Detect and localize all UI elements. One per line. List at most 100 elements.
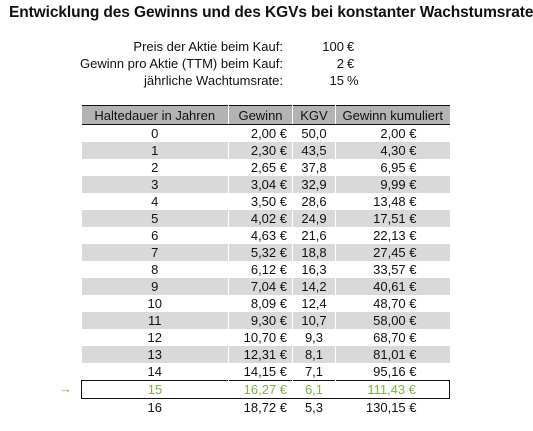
header-profit: Gewinn	[228, 105, 293, 125]
cell-holding-years: 12	[81, 329, 229, 346]
cell-holding-years: 2	[81, 159, 229, 176]
cell-profit: 5,32 €	[228, 244, 293, 261]
cell-cumulative-profit: 13,48 €	[335, 193, 450, 210]
cell-profit: 7,04 €	[228, 278, 293, 295]
cell-pe-ratio: 43,5	[292, 142, 336, 159]
cell-profit: 4,02 €	[228, 210, 293, 227]
cell-cumulative-profit: 17,51 €	[335, 210, 450, 227]
cell-pe-ratio: 8,1	[292, 346, 336, 363]
table-row: 11 9,30 €10,7 58,00 €	[81, 312, 450, 329]
header-pe-ratio: KGV	[292, 105, 336, 125]
cell-profit: 8,09 €	[228, 295, 293, 312]
cell-profit: 10,70 €	[228, 329, 293, 346]
cell-profit: 2,65 €	[228, 159, 293, 176]
cell-pe-ratio: 14,2	[292, 278, 336, 295]
cell-profit: 18,72 €	[228, 398, 293, 416]
param-value-eps: 2	[336, 56, 344, 71]
table-row: 13 12,31 €8,1 81,01 €	[81, 346, 450, 363]
cell-holding-years: 7	[81, 244, 229, 261]
cell-holding-years: 13	[81, 346, 229, 363]
table-row: 14 14,15 €7,1 95,16 €	[81, 363, 450, 381]
param-unit-price: €	[347, 39, 355, 54]
cell-pe-ratio: 5,3	[292, 398, 336, 416]
param-label-price: Preis der Aktie beim Kauf:	[133, 39, 283, 54]
cell-pe-ratio: 12,4	[292, 295, 336, 312]
earnings-table: Haltedauer in Jahren Gewinn KGV Gewinn k…	[81, 105, 450, 416]
cell-pe-ratio: 24,9	[292, 210, 336, 227]
cell-pe-ratio: 7,1	[292, 363, 336, 381]
cell-holding-years: 14	[81, 363, 229, 381]
cell-profit: 2,00 €	[228, 124, 293, 142]
cell-pe-ratio: 16,3	[292, 261, 336, 278]
cell-cumulative-profit: 2,00 €	[335, 124, 450, 142]
cell-holding-years: 10	[81, 295, 229, 312]
param-value-price: 100	[322, 39, 344, 54]
param-value-growth: 15	[329, 73, 344, 88]
highlight-arrow-icon: →	[59, 381, 72, 396]
table-row: 2 2,65 €37,8 6,95 €	[81, 159, 450, 176]
cell-holding-years: 11	[81, 312, 229, 329]
cell-profit: 3,04 €	[228, 176, 293, 193]
cell-holding-years: 8	[81, 261, 229, 278]
cell-pe-ratio: 50,0	[292, 124, 336, 142]
cell-profit: 14,15 €	[228, 363, 293, 381]
cell-pe-ratio: 21,6	[292, 227, 336, 244]
param-unit-eps: €	[347, 56, 355, 71]
cell-holding-years: 6	[81, 227, 229, 244]
cell-profit: 12,31 €	[228, 346, 293, 363]
table-row: 10 8,09 €12,4 48,70 €	[81, 295, 450, 312]
cell-pe-ratio: 32,9	[292, 176, 336, 193]
cell-profit: 16,27 €	[228, 380, 293, 399]
cell-pe-ratio: 28,6	[292, 193, 336, 210]
cell-holding-years: 15	[81, 380, 229, 399]
header-cumulative-profit: Gewinn kumuliert	[335, 105, 450, 125]
cell-cumulative-profit: 81,01 €	[335, 346, 450, 363]
cell-pe-ratio: 6,1	[292, 380, 336, 399]
table-row: 7 5,32 €18,8 27,45 €	[81, 244, 450, 261]
table-row: 4 3,50 €28,6 13,48 €	[81, 193, 450, 210]
cell-cumulative-profit: 111,43 €	[335, 380, 450, 399]
cell-pe-ratio: 18,8	[292, 244, 336, 261]
cell-cumulative-profit: 27,45 €	[335, 244, 450, 261]
param-label-growth: jährliche Wachtumsrate:	[144, 73, 283, 88]
cell-cumulative-profit: 33,57 €	[335, 261, 450, 278]
cell-holding-years: 4	[81, 193, 229, 210]
cell-pe-ratio: 9,3	[292, 329, 336, 346]
cell-cumulative-profit: 4,30 €	[335, 142, 450, 159]
cell-pe-ratio: 37,8	[292, 159, 336, 176]
table-row: 1 2,30 €43,5 4,30 €	[81, 142, 450, 159]
cell-pe-ratio: 10,7	[292, 312, 336, 329]
cell-holding-years: 3	[81, 176, 229, 193]
cell-cumulative-profit: 95,16 €	[335, 363, 450, 381]
table-row: 6 4,63 €21,6 22,13 €	[81, 227, 450, 244]
cell-holding-years: 16	[81, 398, 229, 416]
cell-holding-years: 5	[81, 210, 229, 227]
cell-profit: 6,12 €	[228, 261, 293, 278]
table-row: 0 2,00 €50,0 2,00 €	[81, 124, 450, 142]
cell-cumulative-profit: 6,95 €	[335, 159, 450, 176]
cell-holding-years: 0	[81, 124, 229, 142]
cell-profit: 3,50 €	[228, 193, 293, 210]
table-row: 15 16,27 €6,1 111,43 €	[81, 380, 450, 399]
param-unit-growth: %	[347, 73, 359, 88]
table-row: 3 3,04 €32,9 9,99 €	[81, 176, 450, 193]
table-row: 9 7,04 €14,2 40,61 €	[81, 278, 450, 295]
table-row: 5 4,02 €24,9 17,51 €	[81, 210, 450, 227]
cell-cumulative-profit: 9,99 €	[335, 176, 450, 193]
table-row: 8 6,12 €16,3 33,57 €	[81, 261, 450, 278]
cell-holding-years: 9	[81, 278, 229, 295]
cell-cumulative-profit: 68,70 €	[335, 329, 450, 346]
cell-holding-years: 1	[81, 142, 229, 159]
header-holding-years: Haltedauer in Jahren	[81, 105, 229, 125]
cell-profit: 2,30 €	[228, 142, 293, 159]
cell-profit: 4,63 €	[228, 227, 293, 244]
cell-cumulative-profit: 22,13 €	[335, 227, 450, 244]
page-title: Entwicklung des Gewinns und des KGVs bei…	[9, 4, 533, 21]
cell-cumulative-profit: 40,61 €	[335, 278, 450, 295]
cell-cumulative-profit: 130,15 €	[335, 398, 450, 416]
cell-cumulative-profit: 58,00 €	[335, 312, 450, 329]
cell-profit: 9,30 €	[228, 312, 293, 329]
param-label-eps: Gewinn pro Aktie (TTM) beim Kauf:	[79, 56, 283, 71]
table-row: 12 10,70 €9,3 68,70 €	[81, 329, 450, 346]
table-row: 16 18,72 €5,3 130,15 €	[81, 398, 450, 416]
